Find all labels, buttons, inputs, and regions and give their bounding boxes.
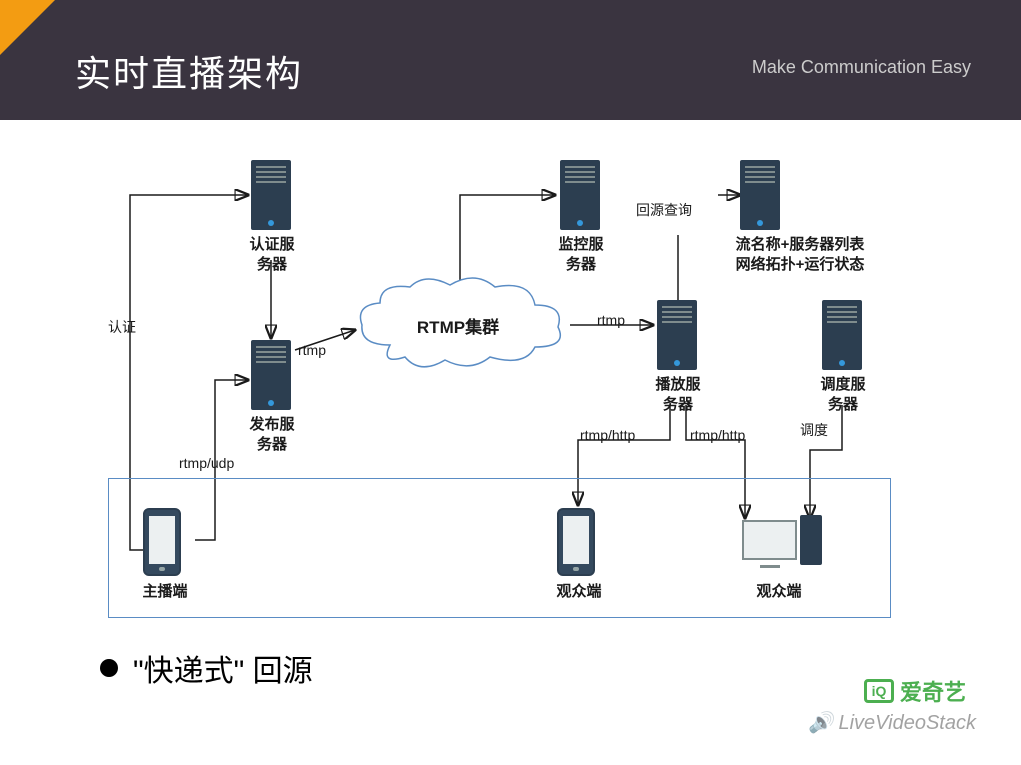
auth-server-label: 认证服务器 bbox=[237, 235, 307, 274]
edge-rtmpudp-label: rtmp/udp bbox=[179, 455, 234, 471]
meta-info-label: 流名称+服务器列表网络拓扑+运行状态 bbox=[700, 235, 900, 274]
broadcaster-label: 主播端 bbox=[130, 582, 200, 602]
edge-schedule-label: 调度 bbox=[800, 420, 828, 440]
slide-title: 实时直播架构 bbox=[75, 45, 303, 97]
play-server-icon bbox=[657, 300, 697, 370]
architecture-diagram: 认证服务器 发布服务器 监控服务器 回源查询 流名称+服务器列表网络拓扑+运行状… bbox=[0, 120, 1021, 670]
viewer-pc-icon bbox=[742, 520, 822, 575]
schedule-server-label: 调度服务器 bbox=[808, 375, 878, 414]
viewer-phone-label: 观众端 bbox=[544, 582, 614, 602]
monitor-server-icon bbox=[560, 160, 600, 230]
edge-rtmp2-label: rtmp bbox=[597, 312, 625, 328]
edge-auth-label: 认证 bbox=[108, 317, 136, 337]
edge-rtmphttp2-label: rtmp/http bbox=[690, 427, 745, 443]
viewer-phone-icon bbox=[557, 508, 595, 576]
edge-rtmp1-label: rtmp bbox=[298, 342, 326, 358]
slide-tagline: Make Communication Easy bbox=[752, 57, 971, 78]
corner-decoration bbox=[0, 0, 55, 55]
iqiyi-logo-icon: iQ bbox=[864, 679, 894, 703]
schedule-server-icon bbox=[822, 300, 862, 370]
bullet-dot-icon bbox=[100, 659, 118, 677]
publish-server-label: 发布服务器 bbox=[237, 415, 307, 454]
return-query-server-icon bbox=[740, 160, 780, 230]
return-query-label: 回源查询 bbox=[636, 200, 692, 220]
auth-server-icon bbox=[251, 160, 291, 230]
watermark-text: 🔊 LiveVideoStack bbox=[808, 710, 976, 735]
play-server-label: 播放服务器 bbox=[643, 375, 713, 414]
monitor-server-label: 监控服务器 bbox=[546, 235, 616, 274]
publish-server-icon bbox=[251, 340, 291, 410]
viewer-pc-label: 观众端 bbox=[744, 582, 814, 602]
iqiyi-logo: iQ 爱奇艺 bbox=[864, 675, 966, 707]
edge-rtmphttp1-label: rtmp/http bbox=[580, 427, 635, 443]
broadcaster-phone-icon bbox=[143, 508, 181, 576]
bullet-text: "快递式" 回源 bbox=[133, 646, 313, 690]
slide-header: 实时直播架构 Make Communication Easy bbox=[0, 0, 1021, 120]
rtmp-cluster-label: RTMP集群 bbox=[388, 317, 528, 339]
bullet-point: "快递式" 回源 bbox=[100, 646, 313, 690]
iqiyi-logo-text: 爱奇艺 bbox=[900, 675, 966, 707]
